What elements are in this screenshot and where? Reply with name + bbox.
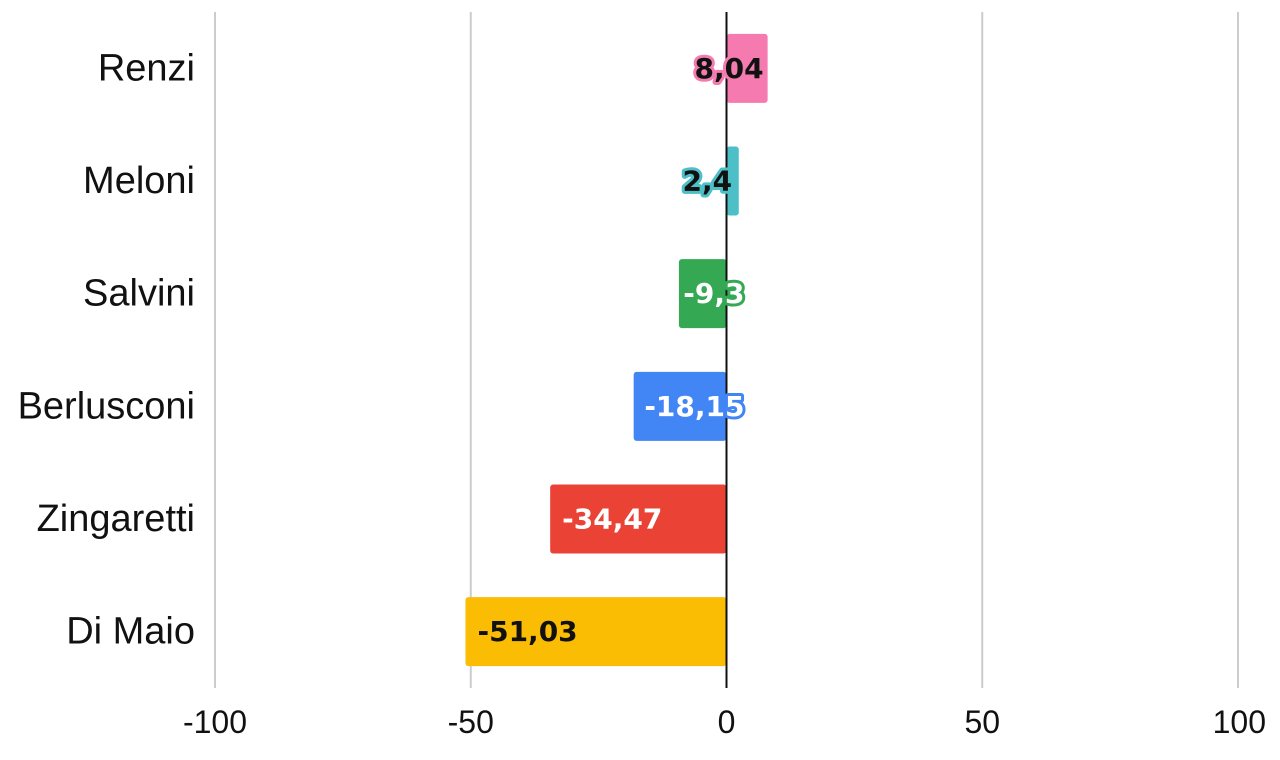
bar-zingaretti	[550, 484, 727, 554]
data-label: -51,03	[477, 615, 577, 648]
x-tick-label: 0	[718, 704, 736, 740]
bar-berlusconi	[633, 371, 727, 441]
bars	[465, 33, 768, 667]
data-labels: 8,04 2,4 -9,3 -18,15 -34,47 -51,03	[474, 49, 766, 651]
category-label: Renzi	[98, 47, 195, 89]
bar-salvini	[678, 259, 727, 329]
bar-renzi	[726, 33, 768, 103]
category-label: Salvini	[83, 273, 195, 315]
x-tick-label: -50	[448, 704, 494, 740]
data-label: 8,04	[695, 52, 764, 85]
bar-meloni	[726, 146, 739, 216]
category-label: Zingaretti	[37, 498, 195, 540]
x-tick-label: 100	[1213, 704, 1266, 740]
x-tick-label: 50	[964, 704, 1000, 740]
data-label: -18,15	[644, 390, 744, 423]
x-tick-labels: -100 -50 0 50 100	[183, 704, 1266, 740]
gridlines	[214, 12, 1239, 688]
category-label: Di Maio	[66, 611, 195, 653]
bar-di-maio	[465, 597, 727, 667]
x-tick-label: -100	[183, 704, 247, 740]
category-label: Meloni	[83, 160, 195, 202]
data-label: 2,4	[683, 165, 733, 198]
category-labels: Renzi Meloni Salvini Berlusconi Zingaretti Di…	[18, 47, 195, 652]
category-label: Berlusconi	[18, 385, 195, 427]
data-label: -9,3	[683, 277, 744, 310]
data-label: -34,47	[562, 503, 662, 536]
